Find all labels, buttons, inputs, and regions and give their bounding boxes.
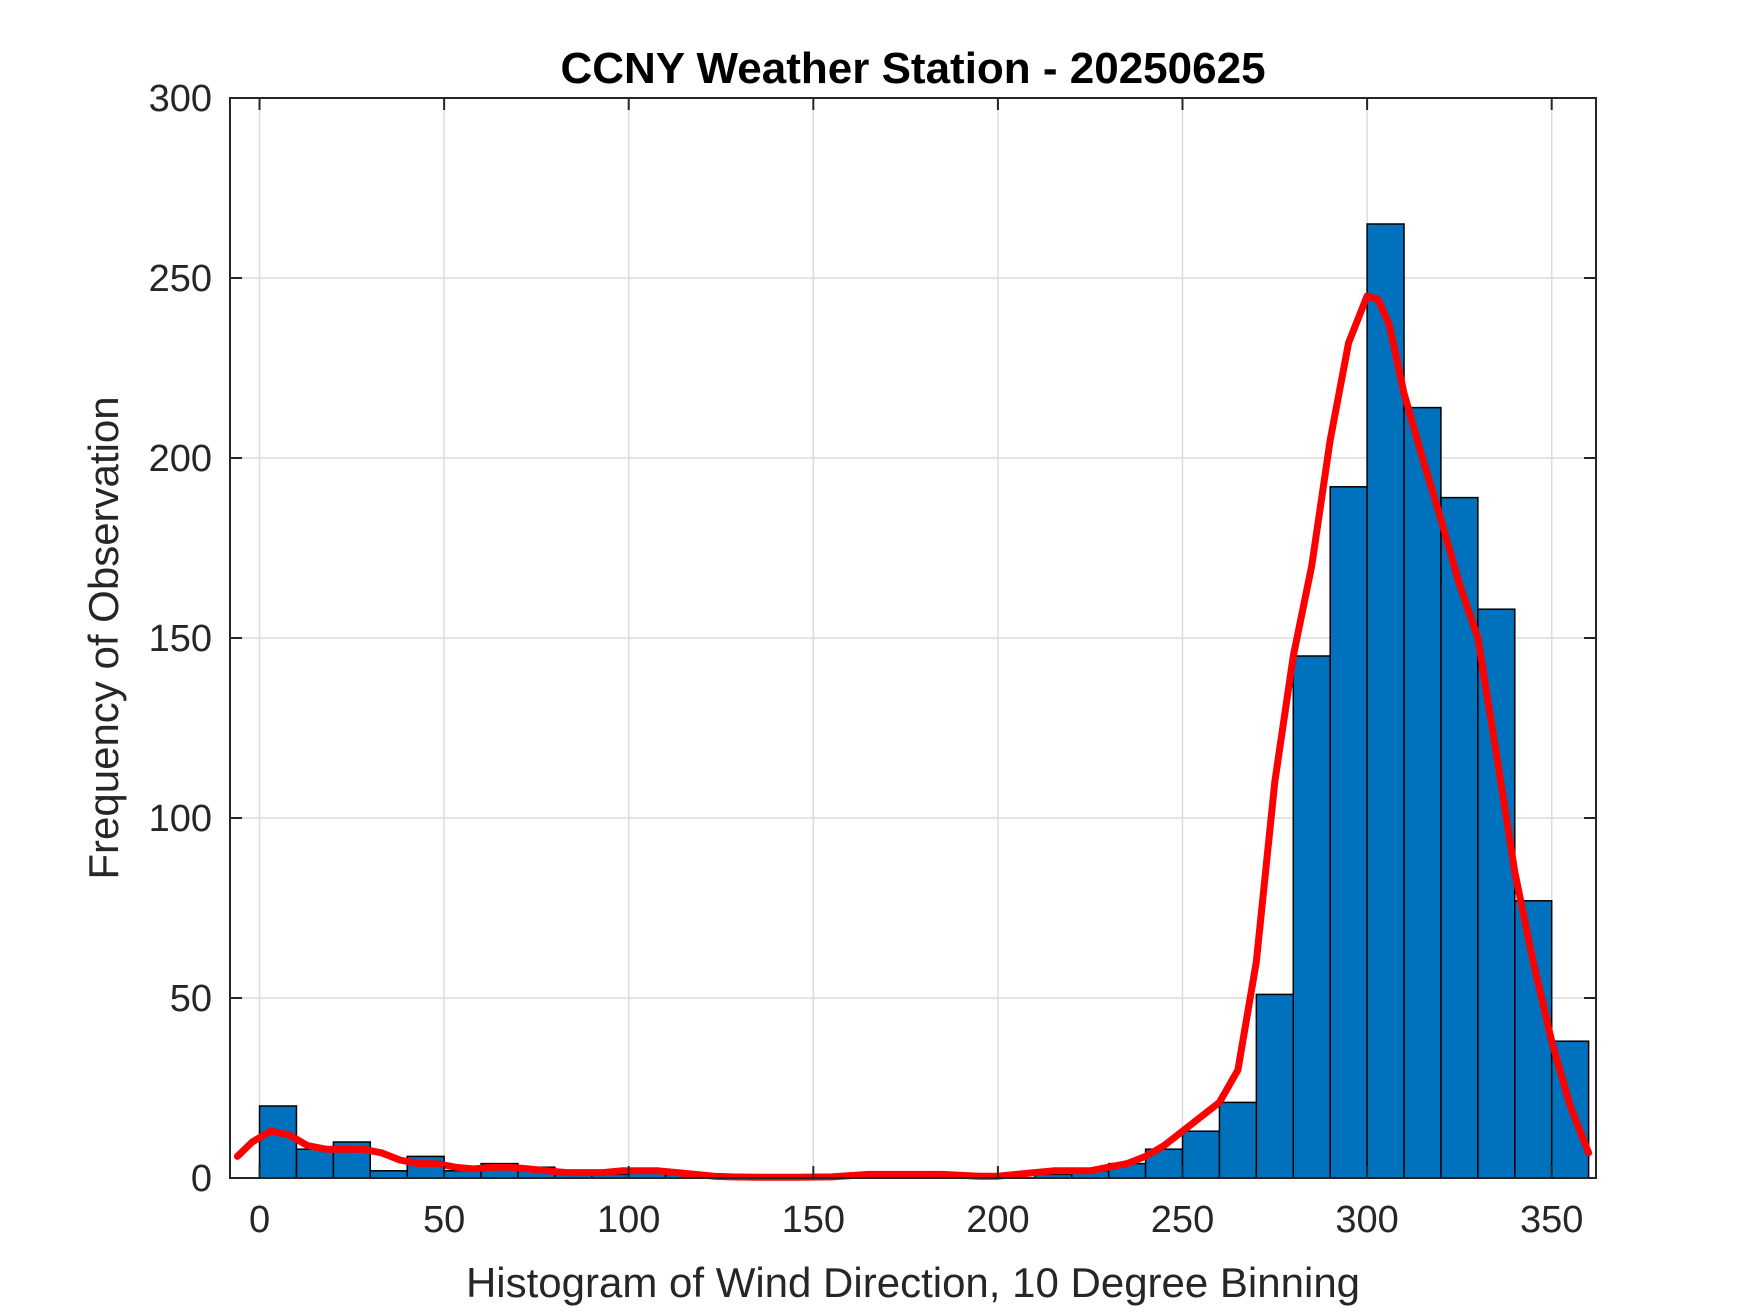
x-tick-label: 0	[249, 1199, 270, 1241]
histogram-bar	[1181, 1130, 1221, 1179]
histogram-bar	[1514, 900, 1553, 1179]
axes	[229, 97, 1597, 1179]
fit-curve	[233, 292, 1593, 1181]
x-tick-label: 200	[966, 1199, 1029, 1241]
y-tick-label: 250	[149, 258, 212, 300]
chart-title: CCNY Weather Station - 20250625	[560, 44, 1265, 93]
x-tick-label: 150	[782, 1199, 845, 1241]
x-tick-label: 350	[1520, 1199, 1583, 1241]
tick-labels: 0 50 100 150 200 250 300 350 0 50 100 150 200 250 300	[149, 78, 1584, 1241]
histogram-bar	[1218, 1101, 1258, 1179]
histogram-bar	[1366, 223, 1405, 1179]
y-tick-label: 200	[149, 438, 212, 480]
x-tick-label: 50	[423, 1199, 465, 1241]
fit-curve-line	[233, 292, 1593, 1181]
histogram-bar	[1440, 496, 1479, 1179]
y-tick-label: 0	[191, 1158, 212, 1200]
histogram-bars	[258, 223, 1590, 1179]
y-axis-label: Frequency of Observation	[80, 396, 127, 879]
histogram-bar	[369, 1170, 408, 1179]
histogram-bar	[258, 1105, 298, 1179]
histogram-bar	[1403, 406, 1442, 1179]
histogram-bar	[1477, 608, 1516, 1179]
x-tick-label: 100	[597, 1199, 660, 1241]
histogram-bar	[1292, 655, 1331, 1179]
histogram-bar	[295, 1148, 335, 1179]
x-tick-label: 250	[1151, 1199, 1214, 1241]
y-tick-label: 300	[149, 78, 212, 120]
y-tick-label: 50	[170, 978, 212, 1020]
histogram-bar	[1255, 993, 1295, 1179]
x-tick-label: 300	[1335, 1199, 1398, 1241]
histogram-bar	[1329, 486, 1368, 1179]
y-tick-label: 100	[149, 798, 212, 840]
y-tick-label: 150	[149, 618, 212, 660]
x-axis-label: Histogram of Wind Direction, 10 Degree B…	[466, 1259, 1360, 1306]
